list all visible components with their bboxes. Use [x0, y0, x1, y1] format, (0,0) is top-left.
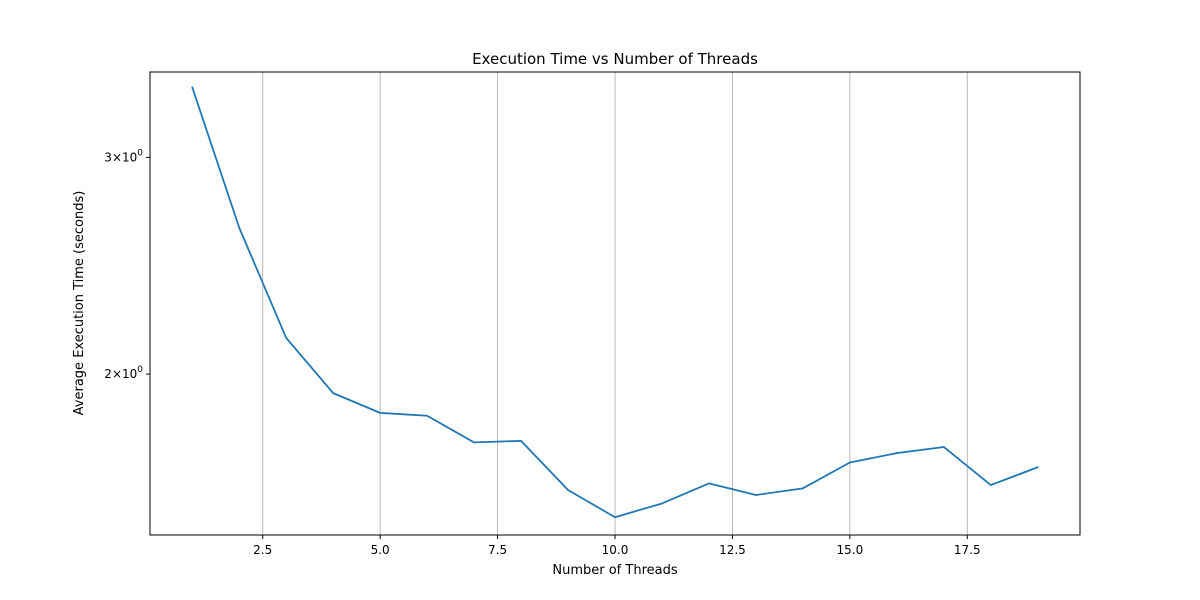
x-tick-label: 17.5: [954, 543, 981, 557]
y-tick-times: ×10: [112, 150, 137, 164]
data-point: [520, 439, 522, 442]
data-point: [801, 487, 804, 490]
data-point: [661, 502, 663, 505]
data-point: [238, 226, 241, 229]
x-axis-label: Number of Threads: [552, 563, 677, 578]
data-point: [567, 489, 569, 491]
data-point: [426, 414, 429, 417]
series-layer: [191, 86, 1039, 519]
y-tick-exponent: 0: [137, 365, 143, 375]
data-point: [191, 86, 194, 89]
data-point: [614, 516, 616, 519]
x-tick-label: 2.5: [253, 543, 272, 557]
data-point: [989, 484, 992, 486]
data-point: [708, 482, 710, 485]
grid-layer: [262, 72, 968, 535]
data-point: [848, 461, 851, 464]
data-point: [942, 446, 945, 448]
y-tick-label: 2×100: [104, 365, 143, 381]
x-tick-label: 15.0: [836, 543, 863, 557]
data-point: [1036, 466, 1039, 469]
y-tick-base: 3: [104, 150, 112, 164]
y-tick-exponent: 0: [137, 148, 143, 158]
data-point: [285, 337, 288, 339]
x-tick-label: 5.0: [371, 543, 390, 557]
data-point: [332, 392, 335, 395]
x-tick-label: 7.5: [488, 543, 507, 557]
data-point: [755, 494, 757, 496]
data-point: [379, 411, 382, 414]
y-axis-label: Average Execution Time (seconds): [72, 191, 87, 416]
y-tick-label: 3×100: [104, 148, 143, 164]
x-tick-label: 10.0: [602, 543, 629, 557]
y-tick-times: ×10: [112, 367, 137, 381]
data-point: [473, 441, 475, 444]
y-tick-base: 2: [104, 367, 112, 381]
chart-title: Execution Time vs Number of Threads: [472, 50, 758, 68]
x-tick-label: 12.5: [719, 543, 746, 557]
data-point: [895, 452, 898, 455]
